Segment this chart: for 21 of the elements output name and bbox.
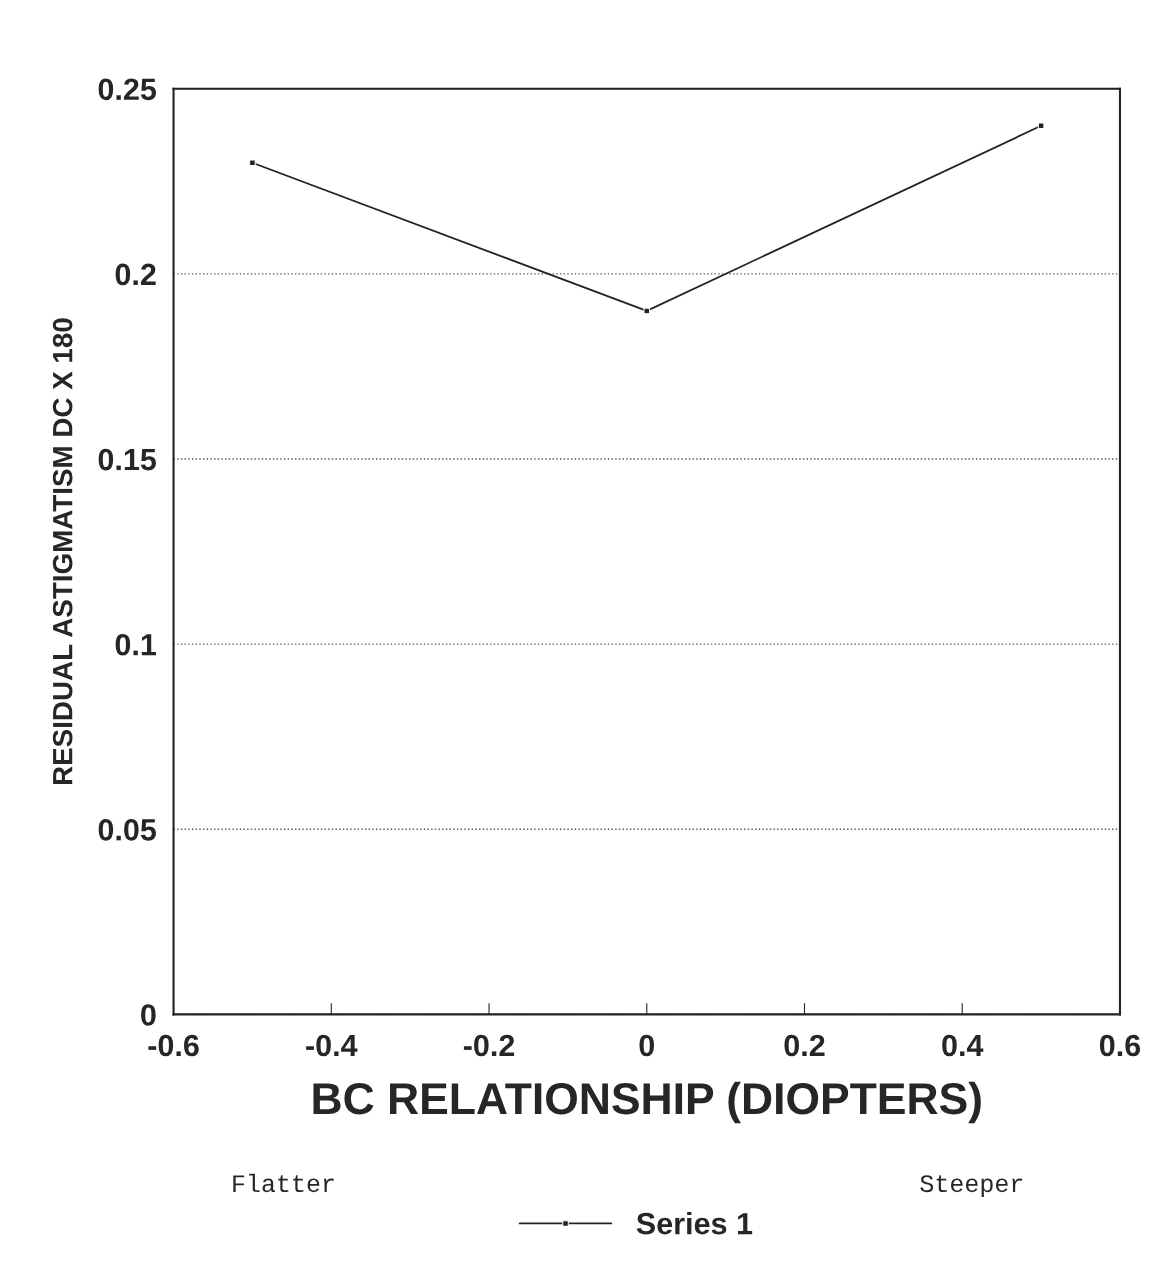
y-tick-label: 0.25: [98, 78, 157, 101]
x-tick-label: 0.6: [1099, 1034, 1141, 1057]
x-tick-label: 0.2: [784, 1034, 825, 1057]
x-tick-label: 0.4: [942, 1034, 984, 1057]
text: Steeper: [920, 1175, 1023, 1198]
x-tick-label: -0.2: [463, 1034, 515, 1057]
x-axis-title: BC RELATIONSHIP (DIOPTERS): [313, 1081, 981, 1124]
legend-label: Series 1: [636, 1212, 753, 1235]
y-tick-label: 0.15: [98, 448, 157, 471]
y-tick-label: 0: [141, 1004, 156, 1026]
point: [249, 159, 256, 167]
point: [1037, 122, 1045, 130]
y-tick-label: 0.1: [115, 633, 157, 656]
y-axis-title: RESIDUAL ASTIGMATISM DC X 180: [52, 318, 73, 785]
point: [643, 307, 651, 315]
text: Flatter: [233, 1173, 334, 1193]
x-tick-label: -0.6: [148, 1034, 199, 1057]
y-tick-label: 0.05: [98, 819, 157, 841]
x-tick-label: 0: [639, 1034, 655, 1057]
x-tick-label: -0.4: [306, 1034, 358, 1057]
y-tick-label: 0.2: [115, 263, 156, 286]
